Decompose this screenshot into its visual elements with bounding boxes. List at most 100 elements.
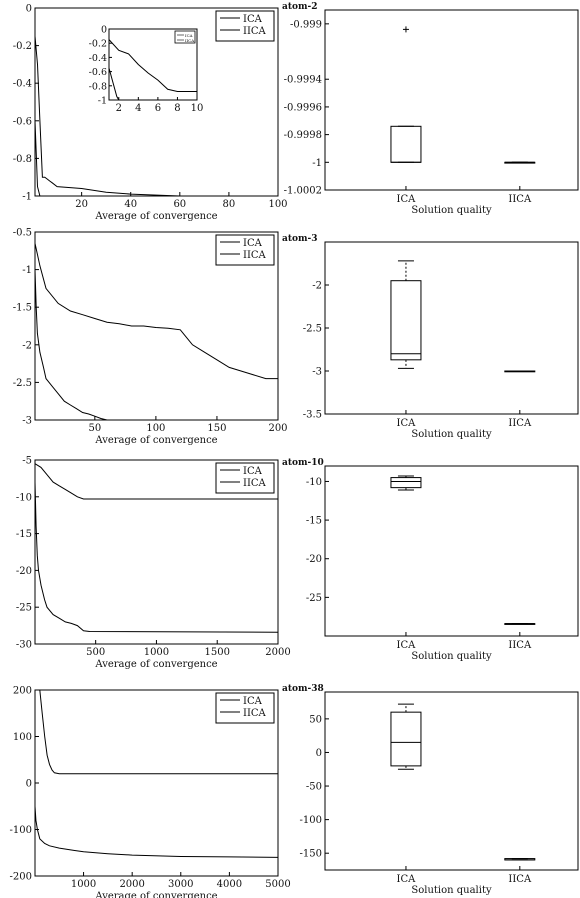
y-tick-label: -1.5 xyxy=(13,303,32,314)
y-tick-label: -0.999 xyxy=(290,19,322,30)
legend-label: ICA xyxy=(243,466,263,477)
x-tick-label: ICA xyxy=(397,874,417,885)
x-tick-label: IICA xyxy=(508,640,532,651)
y-tick-label: -2 xyxy=(22,340,32,351)
y-tick-label: -2.5 xyxy=(13,378,32,389)
box-iica xyxy=(504,370,536,373)
inset-legend-label: ICA xyxy=(185,33,193,38)
legend-label: IICA xyxy=(243,250,267,261)
y-tick-label: -0.4 xyxy=(13,79,32,90)
legend xyxy=(215,10,275,42)
inset-x-tick-label: 10 xyxy=(191,103,204,114)
legend-label: IICA xyxy=(243,26,267,37)
x-axis-label: Solution quality xyxy=(411,885,492,896)
x-tick-label: 2000 xyxy=(265,647,290,658)
box-iica xyxy=(504,623,536,625)
y-tick-label: -15 xyxy=(306,516,322,527)
x-tick-label: ICA xyxy=(397,640,417,651)
inset-y-tick-label: 0 xyxy=(101,25,107,36)
series-line-ica xyxy=(34,243,278,380)
x-tick-label: 100 xyxy=(146,423,165,434)
plot-frame xyxy=(324,465,579,637)
y-tick-label: -20 xyxy=(306,554,322,565)
y-tick-label: -150 xyxy=(300,849,322,860)
inset-x-tick-label: 4 xyxy=(135,103,141,114)
y-tick-label: -3 xyxy=(312,367,322,378)
legend-label: IICA xyxy=(243,708,267,719)
x-tick-label: 1000 xyxy=(144,647,169,658)
box-ica xyxy=(390,26,422,163)
plot-frame xyxy=(324,691,579,871)
y-tick-label: -2.5 xyxy=(303,324,322,335)
x-tick-label: 2000 xyxy=(119,879,144,890)
y-tick-label: 100 xyxy=(13,732,32,743)
series-line-iica xyxy=(34,120,278,197)
y-tick-label: -0.9994 xyxy=(284,75,322,86)
inset-series-line-ica xyxy=(108,39,197,92)
panel-title: atom-10 xyxy=(282,458,324,468)
panel-title: atom-2 xyxy=(282,2,318,12)
inset-x-tick-label: 8 xyxy=(174,103,180,114)
inset-y-tick-label: -1 xyxy=(98,96,107,107)
x-axis-label: Solution quality xyxy=(411,651,492,662)
x-axis-label: Average of convergence xyxy=(94,435,217,446)
x-tick-label: 20 xyxy=(75,199,88,210)
x-tick-label: ICA xyxy=(397,194,417,205)
y-tick-label: 0 xyxy=(26,4,32,15)
series-line-iica xyxy=(34,806,279,858)
y-tick-label: -10 xyxy=(16,492,32,503)
x-axis-label: Average of convergence xyxy=(94,891,217,898)
x-tick-label: IICA xyxy=(508,874,532,885)
y-tick-label: 0 xyxy=(26,779,32,790)
y-tick-label: -2 xyxy=(312,281,322,292)
y-tick-label: -25 xyxy=(306,593,322,604)
x-tick-label: 3000 xyxy=(168,879,193,890)
y-tick-label: 200 xyxy=(13,686,32,697)
x-tick-label: 200 xyxy=(268,423,287,434)
y-tick-label: -10 xyxy=(306,477,322,488)
series-line-iica xyxy=(34,482,279,633)
plot-frame xyxy=(324,9,579,191)
inset-x-tick-label: 6 xyxy=(155,103,161,114)
y-tick-label: -100 xyxy=(300,815,322,826)
y-tick-label: -0.8 xyxy=(13,154,32,165)
inset-y-tick-label: -0.4 xyxy=(89,53,107,64)
y-tick-label: -200 xyxy=(10,872,32,883)
x-tick-label: 60 xyxy=(173,199,186,210)
x-tick-label: IICA xyxy=(508,418,532,429)
y-tick-label: -5 xyxy=(22,456,32,467)
legend xyxy=(215,692,275,724)
x-tick-label: 40 xyxy=(124,199,137,210)
panel-title: atom-3 xyxy=(282,234,318,244)
y-tick-label: -3.5 xyxy=(303,410,322,421)
x-tick-label: 5000 xyxy=(265,879,290,890)
x-axis-label: Average of convergence xyxy=(94,659,217,670)
y-tick-label: -100 xyxy=(10,825,32,836)
series-line-iica xyxy=(34,269,278,421)
x-tick-label: 1000 xyxy=(71,879,96,890)
y-tick-label: -0.2 xyxy=(13,41,32,52)
y-tick-label: -25 xyxy=(16,603,32,614)
box-ica xyxy=(390,703,422,770)
legend-label: ICA xyxy=(243,696,263,707)
inset-x-tick-label: 2 xyxy=(116,103,122,114)
y-tick-label: 0 xyxy=(316,748,322,759)
x-tick-label: 50 xyxy=(88,423,101,434)
y-tick-label: -0.9996 xyxy=(284,102,322,113)
x-tick-label: 1500 xyxy=(204,647,229,658)
y-tick-label: -30 xyxy=(16,640,32,651)
inset-y-tick-label: -0.6 xyxy=(89,67,107,78)
inset-legend-label: IICA xyxy=(185,38,194,43)
y-tick-label: -1 xyxy=(312,158,322,169)
x-tick-label: 150 xyxy=(207,423,226,434)
y-tick-label: -50 xyxy=(306,782,322,793)
series-line-ica xyxy=(34,36,278,197)
y-tick-label: -1.0002 xyxy=(284,186,322,197)
legend xyxy=(215,462,275,494)
legend-label: ICA xyxy=(243,238,263,249)
x-tick-label: 100 xyxy=(268,199,287,210)
y-tick-label: -15 xyxy=(16,529,32,540)
y-tick-label: -1 xyxy=(22,265,32,276)
box-iica xyxy=(504,858,536,861)
series-line-ica xyxy=(34,463,278,500)
